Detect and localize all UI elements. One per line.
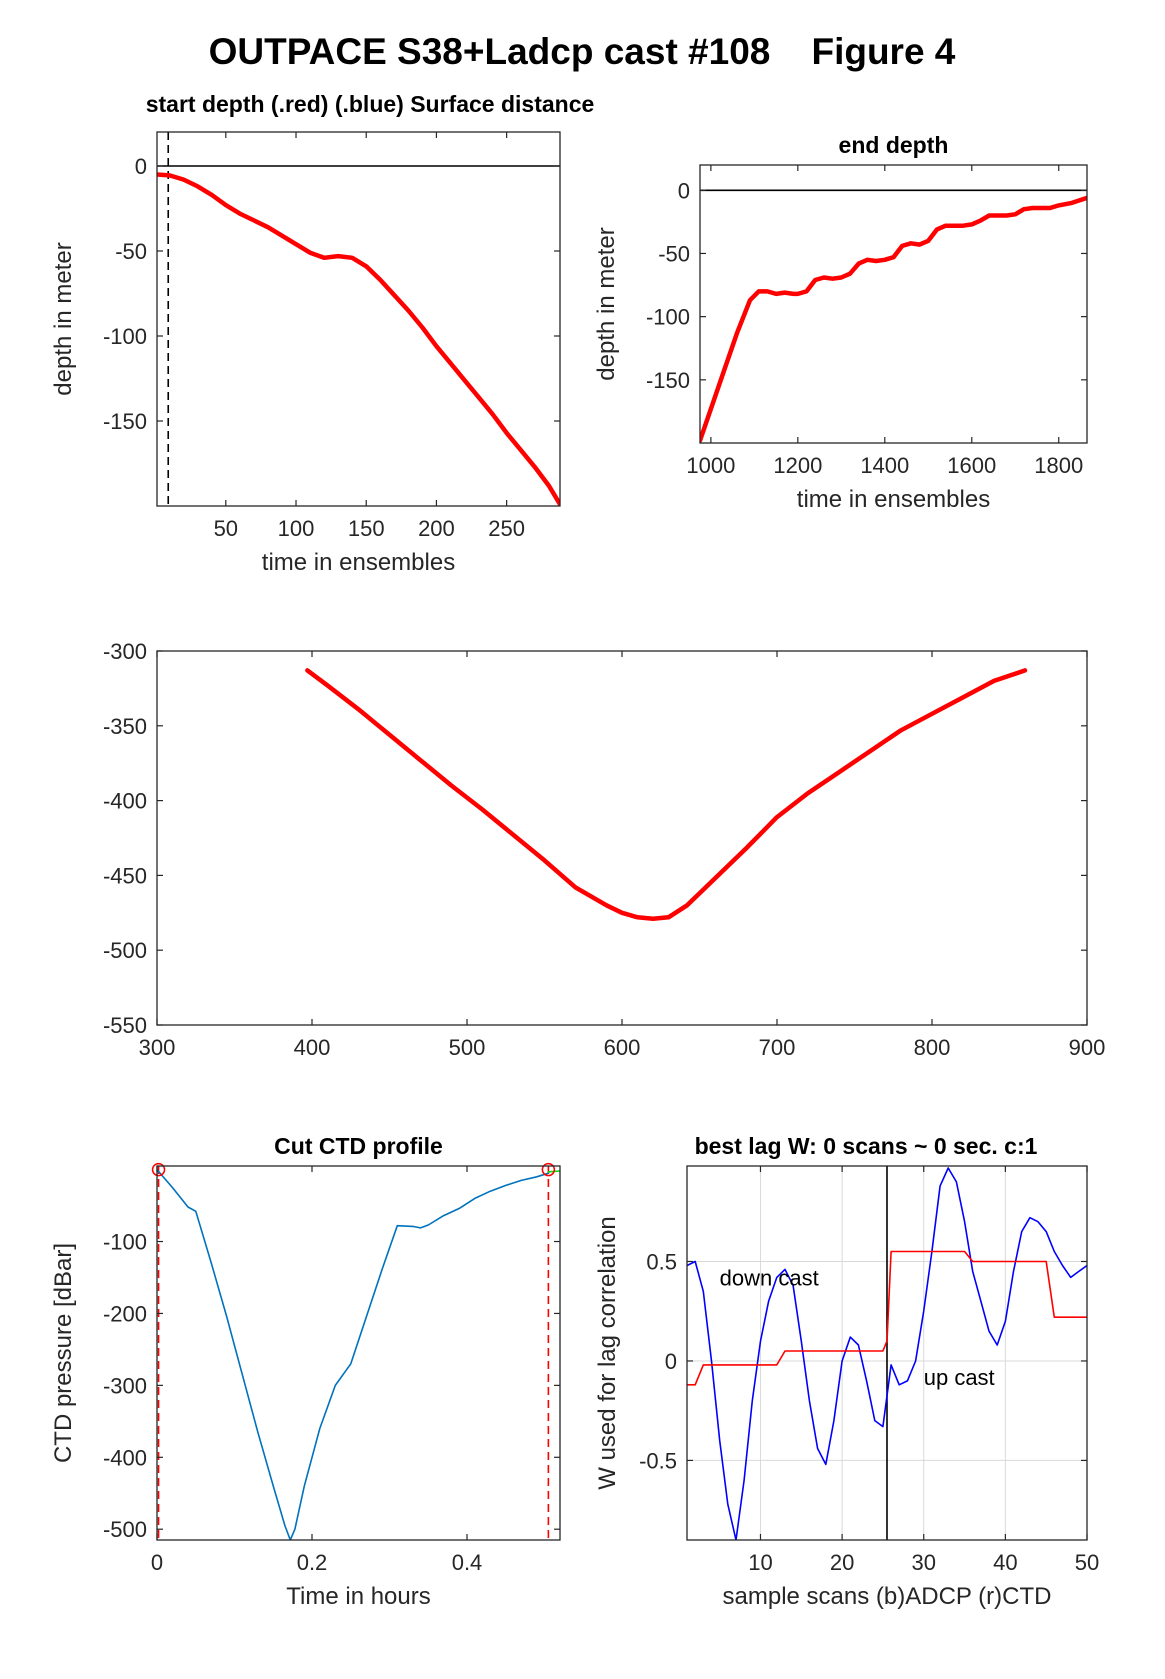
x-tick-label: 0 <box>151 1550 163 1575</box>
data-layer <box>305 668 1028 922</box>
x-tick-label: 10 <box>748 1550 772 1575</box>
figure-title: OUTPACE S38+Ladcp cast #108 Figure 4 <box>209 31 956 72</box>
x-tick-label: 250 <box>488 516 525 541</box>
x-tick-label: 20 <box>830 1550 854 1575</box>
y-tick-label: -300 <box>103 639 147 664</box>
y-tick-label: -300 <box>103 1373 147 1398</box>
x-tick-label: 30 <box>911 1550 935 1575</box>
series-line-0 <box>305 668 1028 922</box>
y-tick-label: 0 <box>665 1349 677 1374</box>
y-tick-label: -500 <box>103 938 147 963</box>
end-depth-plot: 1000 1200 1400 1600 1800 0 -50 -100 -150 end dept… <box>593 132 1088 513</box>
y-tick-label: -200 <box>103 1301 147 1326</box>
y-tick-label: -450 <box>103 863 147 888</box>
series-line-0 <box>700 195 1087 443</box>
marker-circle <box>151 1162 166 1177</box>
series-line-1 <box>687 1250 1087 1386</box>
x-tick-label: 500 <box>449 1035 486 1060</box>
x-axis-label: sample scans (b)ADCP (r)CTD <box>723 1583 1052 1610</box>
axes-box <box>156 131 561 507</box>
x-tick-label: 600 <box>604 1035 641 1060</box>
x-axis-label: time in ensembles <box>262 549 455 576</box>
x-tick-label: 400 <box>294 1035 331 1060</box>
x-tick-label: 150 <box>348 516 385 541</box>
axes-box <box>686 1165 1088 1541</box>
x-tick-label: 50 <box>214 516 238 541</box>
chart-title: Cut CTD profile <box>274 1133 443 1159</box>
y-tick-label: -50 <box>115 239 147 264</box>
series-line-0 <box>687 1167 1087 1540</box>
y-axis-label: depth in meter <box>50 242 77 395</box>
x-tick-label: 700 <box>759 1035 796 1060</box>
x-tick-label: 100 <box>278 516 315 541</box>
y-tick-label: 0 <box>678 178 690 203</box>
y-axis-label: depth in meter <box>593 227 620 380</box>
y-tick-label: -400 <box>103 1445 147 1470</box>
y-tick-label: -150 <box>103 409 147 434</box>
y-tick-label: -0.5 <box>639 1448 677 1473</box>
chart-title: start depth (.red) (.blue) Surface dista… <box>146 91 595 117</box>
y-tick-label: -350 <box>103 714 147 739</box>
chart-title: end depth <box>839 132 949 158</box>
data-layer <box>157 132 560 506</box>
x-tick-label: 200 <box>418 516 455 541</box>
plot-area <box>157 132 560 506</box>
series-line-0 <box>157 172 560 506</box>
x-tick-label: 0.4 <box>452 1550 483 1575</box>
annotation-text: down cast <box>720 1265 819 1290</box>
x-tick-label: 300 <box>139 1035 176 1060</box>
start-depth-plot: 50 100 150 200 250 0 -50 -100 -150 start depth (.… <box>50 91 594 576</box>
y-tick-label: -100 <box>646 305 690 330</box>
x-tick-label: 1600 <box>947 453 996 478</box>
marker-circle <box>541 1162 556 1177</box>
y-tick-label: -550 <box>103 1013 147 1038</box>
x-axis-label: time in ensembles <box>797 486 990 513</box>
cut-ctd-profile-plot: 0 0.2 0.4 -100 -200 -300 -400 -500 Cut CTD profi… <box>50 1133 561 1610</box>
plot-area <box>157 1166 560 1540</box>
axes-box <box>699 164 1088 444</box>
y-tick-label: -100 <box>103 324 147 349</box>
y-tick-label: -400 <box>103 789 147 814</box>
y-tick-label: -150 <box>646 368 690 393</box>
series-line-0 <box>157 1168 550 1540</box>
x-tick-label: 1200 <box>773 453 822 478</box>
chart-title: best lag W: 0 scans ~ 0 sec. c:1 <box>695 1133 1038 1159</box>
x-tick-label: 40 <box>993 1550 1017 1575</box>
y-tick-label: 0.5 <box>646 1249 677 1274</box>
x-tick-label: 0.2 <box>297 1550 328 1575</box>
x-axis-label: Time in hours <box>286 1583 431 1610</box>
y-tick-label: -50 <box>658 241 690 266</box>
y-axis-label: W used for lag correlation <box>594 1216 621 1489</box>
y-tick-label: 0 <box>135 154 147 179</box>
x-tick-label: 1800 <box>1034 453 1083 478</box>
x-tick-label: 1000 <box>686 453 735 478</box>
axes-box <box>156 1165 561 1541</box>
x-tick-label: 1400 <box>860 453 909 478</box>
y-axis-label: CTD pressure [dBar] <box>50 1243 77 1463</box>
x-tick-label: 50 <box>1075 1550 1099 1575</box>
middle-depth-plot: 300 400 500 600 700 800 900 -300 -350 -400 -450 -50… <box>103 639 1105 1060</box>
best-lag-plot: 10 20 30 40 50 0.5 0 -0.5 down cast up cast best l… <box>594 1133 1099 1610</box>
y-tick-label: -500 <box>103 1517 147 1542</box>
x-tick-label: 800 <box>914 1035 951 1060</box>
data-layer <box>687 1166 1087 1540</box>
annotation-text: up cast <box>924 1365 995 1390</box>
x-tick-label: 900 <box>1069 1035 1106 1060</box>
y-tick-label: -100 <box>103 1230 147 1255</box>
data-layer <box>700 189 1087 443</box>
